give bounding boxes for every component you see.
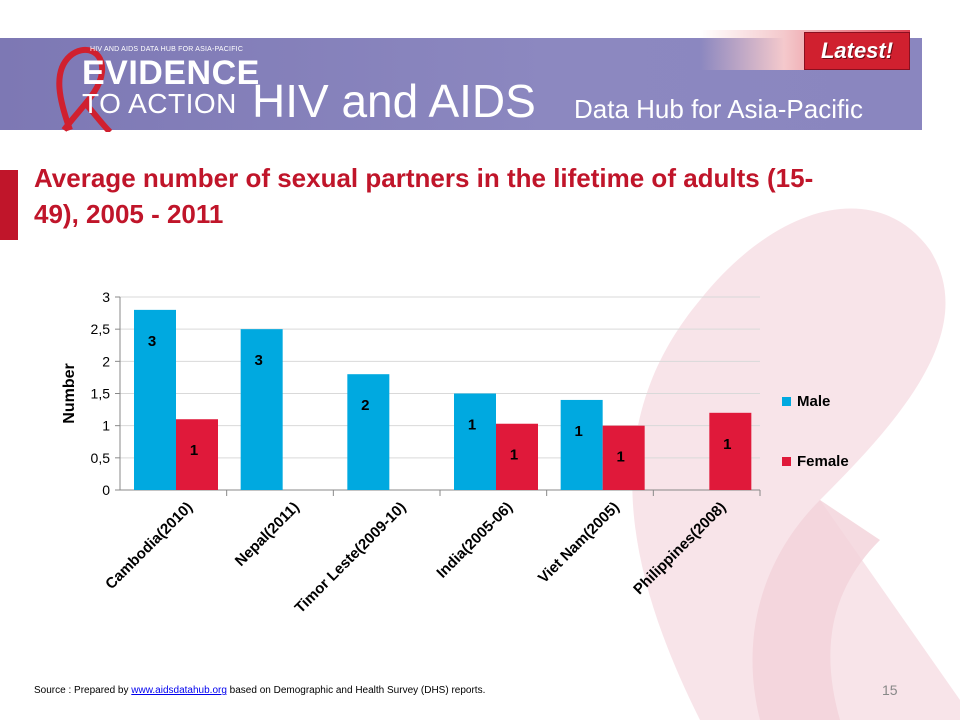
data-label: 1 [190, 442, 198, 459]
data-label: 1 [574, 423, 582, 440]
bar-female [496, 423, 538, 490]
data-label: 1 [723, 436, 731, 453]
logo-action-text: TO ACTION [82, 88, 237, 119]
data-label: 1 [616, 449, 624, 466]
x-tick-label: Viet Nam(2005) [535, 499, 623, 587]
y-tick-label: 2,5 [91, 321, 111, 337]
title-accent-bar [0, 170, 18, 240]
source-link[interactable]: www.aidsdatahub.org [131, 685, 227, 696]
latest-badge[interactable]: Latest! [804, 32, 910, 70]
x-tick-label: Nepal(2011) [232, 499, 303, 570]
bar-female [709, 412, 752, 490]
bar-male [454, 393, 496, 490]
x-tick-label: Philippines(2008) [630, 499, 729, 598]
page-number: 15 [882, 682, 898, 698]
hub-subtitle: Data Hub for Asia-Pacific [574, 94, 864, 124]
legend-label-female: Female [797, 453, 849, 470]
data-label: 3 [148, 333, 156, 350]
bar-male [560, 399, 603, 490]
bar-female [602, 425, 645, 490]
logo-evidence-text: EVIDENCE [82, 54, 260, 92]
data-label: 2 [361, 397, 369, 414]
y-tick-label: 1 [102, 418, 110, 434]
legend-swatch-male [782, 397, 791, 406]
legend-swatch-female [782, 457, 791, 466]
data-label: 1 [468, 417, 476, 434]
y-tick-label: 2 [102, 353, 110, 369]
data-label: 1 [510, 447, 518, 464]
y-tick-label: 0,5 [91, 450, 111, 466]
bar-female [176, 419, 218, 490]
bar-male [347, 374, 390, 490]
hub-title: HIV and AIDS [252, 75, 536, 127]
x-tick-label: Timor Leste(2009-10) [292, 499, 410, 617]
source-suffix: based on Demographic and Health Survey (… [226, 685, 486, 696]
y-tick-label: 1,5 [91, 386, 111, 402]
x-tick-label: Cambodia(2010) [102, 499, 196, 593]
bar-male [134, 309, 176, 490]
data-label: 3 [254, 352, 262, 369]
legend-label-male: Male [797, 393, 830, 410]
source-note: Source : Prepared by www.aidsdatahub.org… [34, 685, 485, 696]
x-tick-label: India(2005-06) [433, 499, 516, 582]
bar-male [240, 329, 283, 490]
red-ribbon-logo-icon [56, 46, 113, 132]
y-tick-label: 0 [102, 482, 110, 498]
slide-title: Average number of sexual partners in the… [34, 163, 814, 229]
y-tick-label: 3 [102, 289, 110, 305]
logo-small-text: HIV AND AIDS DATA HUB FOR ASIA-PACIFIC [90, 46, 244, 53]
y-axis-label: Number [61, 363, 78, 423]
source-prefix: Source : Prepared by [34, 685, 132, 696]
